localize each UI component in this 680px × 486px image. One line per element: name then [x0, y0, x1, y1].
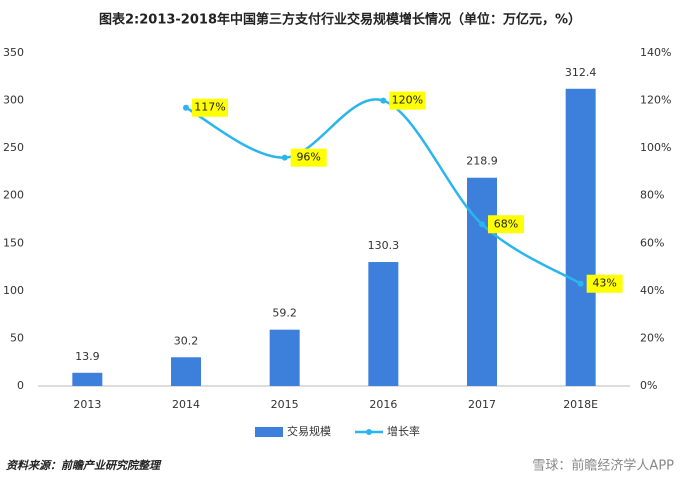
y2-tick-label: 20%	[640, 331, 664, 344]
y2-tick-label: 100%	[640, 141, 671, 154]
legend-swatch	[255, 427, 283, 437]
value-label: 218.9	[466, 155, 498, 168]
bar	[368, 262, 399, 386]
y-tick-label: 0	[17, 379, 24, 392]
legend-swatch	[366, 429, 372, 435]
value-label: 130.3	[368, 239, 400, 252]
value-label: 43%	[592, 277, 616, 290]
y-tick-label: 100	[3, 284, 24, 297]
label-box	[290, 148, 327, 167]
x-tick-label: 2013	[73, 398, 101, 411]
x-tick-label: 2014	[172, 398, 200, 411]
label-box	[389, 91, 426, 110]
y-tick-label: 200	[3, 189, 24, 202]
bar	[72, 372, 103, 386]
value-label: 120%	[392, 94, 423, 107]
y2-tick-label: 40%	[640, 284, 664, 297]
value-label: 68%	[494, 217, 518, 230]
value-label: 117%	[194, 101, 225, 114]
y2-tick-label: 140%	[640, 46, 671, 59]
line-marker	[380, 97, 387, 104]
y-tick-label: 250	[3, 141, 24, 154]
value-label: 96%	[296, 151, 320, 164]
y-tick-label: 150	[3, 236, 24, 249]
line	[185, 98, 582, 285]
bar	[269, 329, 300, 386]
source: 资料来源：前瞻产业研究院整理	[6, 459, 162, 472]
y2-tick-label: 80%	[640, 189, 664, 202]
line-marker	[577, 280, 584, 287]
y-tick-label: 50	[10, 331, 24, 344]
x-tick-label: 2016	[369, 398, 397, 411]
value-label: 30.2	[174, 334, 199, 347]
label-box	[488, 215, 524, 234]
value-label: 312.4	[565, 66, 597, 79]
y-tick-label: 300	[3, 94, 24, 107]
line-marker	[183, 104, 189, 111]
y-tick-label: 350	[3, 46, 24, 59]
x-tick-label: 2018E	[563, 398, 598, 411]
line-marker	[479, 221, 485, 228]
x-tick-label: 2015	[271, 398, 299, 411]
bar	[467, 177, 497, 386]
label-box	[192, 98, 228, 117]
value-label: 59.2	[272, 307, 297, 320]
y2-tick-label: 0%	[640, 379, 657, 392]
y2-tick-label: 120%	[640, 94, 671, 107]
chart-title: 图表2:2013-2018年中国第三方支付行业交易规模增长情况（单位：万亿元，%…	[99, 12, 581, 28]
label-box	[586, 274, 623, 293]
x-tick-label: 2017	[468, 398, 496, 411]
bar	[171, 357, 201, 386]
y2-tick-label: 60%	[640, 236, 664, 249]
watermark: 雪球：前瞻经济学人APP	[532, 458, 674, 474]
value-label: 13.9	[75, 350, 100, 363]
legend-label: 增长率	[387, 424, 420, 438]
legend-label: 交易规模	[287, 424, 331, 438]
line-marker	[281, 154, 288, 161]
bar	[565, 88, 596, 386]
